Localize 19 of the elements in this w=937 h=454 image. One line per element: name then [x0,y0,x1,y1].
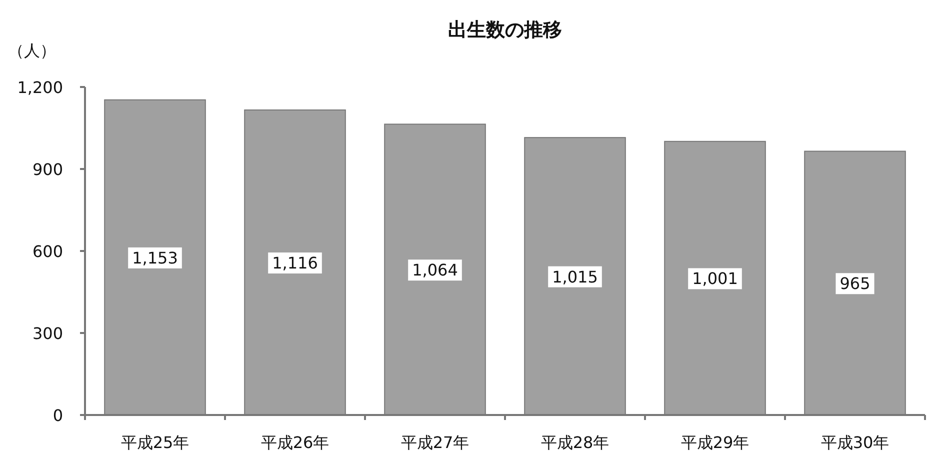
chart-title: 出生数の推移 [448,19,562,41]
y-axis-title: （人） [8,41,56,60]
data-label: 1,001 [692,269,738,288]
data-label: 1,153 [132,248,178,268]
y-tick-label: 300 [32,324,63,343]
x-tick-label: 平成28年 [540,433,610,452]
x-tick-label: 平成29年 [680,433,750,452]
data-label: 1,064 [412,260,458,280]
x-tick-label: 平成26年 [260,433,330,452]
y-tick-label: 1,200 [17,78,63,97]
data-label: 1,116 [272,253,318,272]
data-label: 1,015 [552,267,598,286]
x-tick-label: 平成25年 [120,433,190,452]
data-label: 965 [840,274,870,294]
x-tick-label: 平成27年 [400,433,470,452]
y-tick-label: 900 [32,160,63,179]
y-tick-label: 0 [52,406,63,425]
x-tick-label: 平成30年 [820,433,890,452]
y-tick-label: 600 [32,242,63,261]
